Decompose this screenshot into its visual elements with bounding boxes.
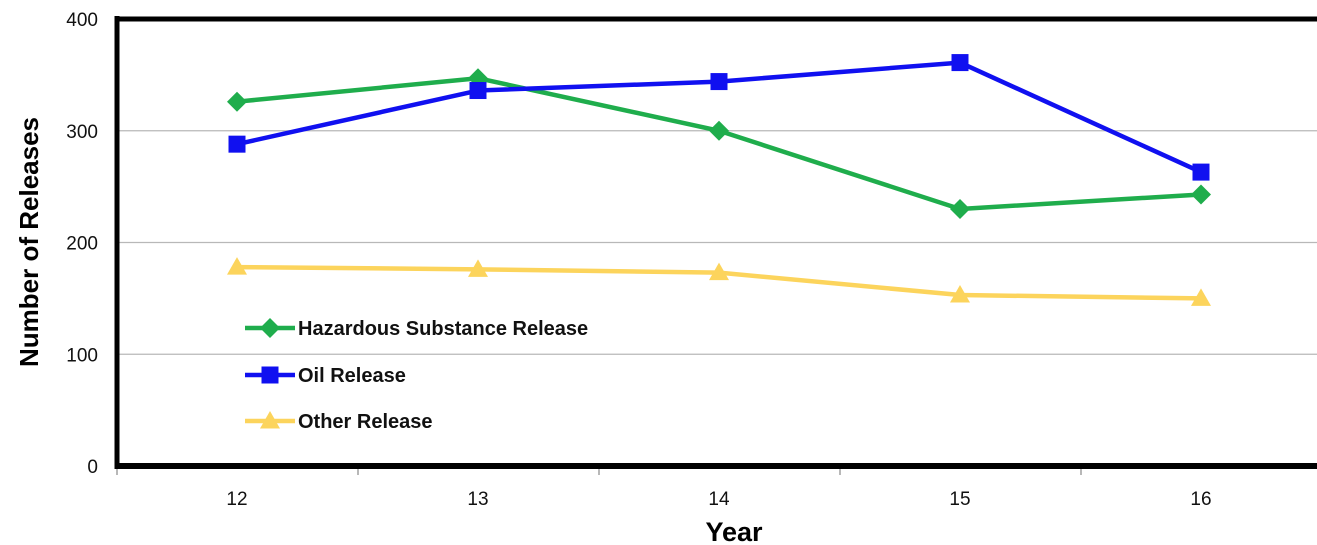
x-axis-title: Year [705,517,763,545]
x-tick-label: 14 [708,489,730,510]
y-tick-label: 300 [66,122,98,143]
grid-lines [117,130,1317,355]
y-tick-label: 100 [66,345,98,366]
data-point [469,82,487,100]
data-point [951,54,969,72]
legend-marker [260,411,280,429]
y-tick-labels: 0 100 200 300 400 [66,10,98,478]
legend: Hazardous Substance Release Oil Release Ot… [245,318,588,433]
y-axis-title: Number of Releases [14,117,44,367]
legend-label: Hazardous Substance Release [298,318,588,340]
legend-item: Oil Release [245,365,406,387]
legend-label: Other Release [298,411,433,433]
legend-label: Oil Release [298,365,406,387]
data-point [710,73,728,91]
series-1 [228,54,1210,181]
data-point [709,262,729,281]
x-tick-labels: 12 13 14 15 16 [226,489,1211,510]
legend-marker [260,318,280,338]
data-point [1192,163,1210,181]
data-point [950,285,970,303]
data-point [709,120,729,141]
series-line [236,75,1202,212]
x-tick-label: 13 [467,489,488,510]
legend-item: Hazardous Substance Release [245,318,588,340]
data-point [950,198,970,219]
y-tick-label: 400 [66,10,98,31]
x-tick-label: 12 [226,489,247,510]
y-tick-label: 200 [66,234,98,255]
legend-item: Other Release [245,411,433,433]
data-point [1191,288,1211,306]
series-lines [227,54,1211,306]
y-tick-label: 0 [87,457,98,478]
series-2 [227,257,1211,306]
x-tick-label: 16 [1190,489,1211,510]
legend-marker [261,366,279,384]
data-point [1191,184,1211,205]
data-point [227,91,247,112]
data-point [468,259,488,277]
data-point [228,135,246,153]
x-tick-label: 15 [949,489,970,510]
data-point [227,257,247,275]
plot-frame [114,16,1317,469]
series-0 [227,68,1211,219]
